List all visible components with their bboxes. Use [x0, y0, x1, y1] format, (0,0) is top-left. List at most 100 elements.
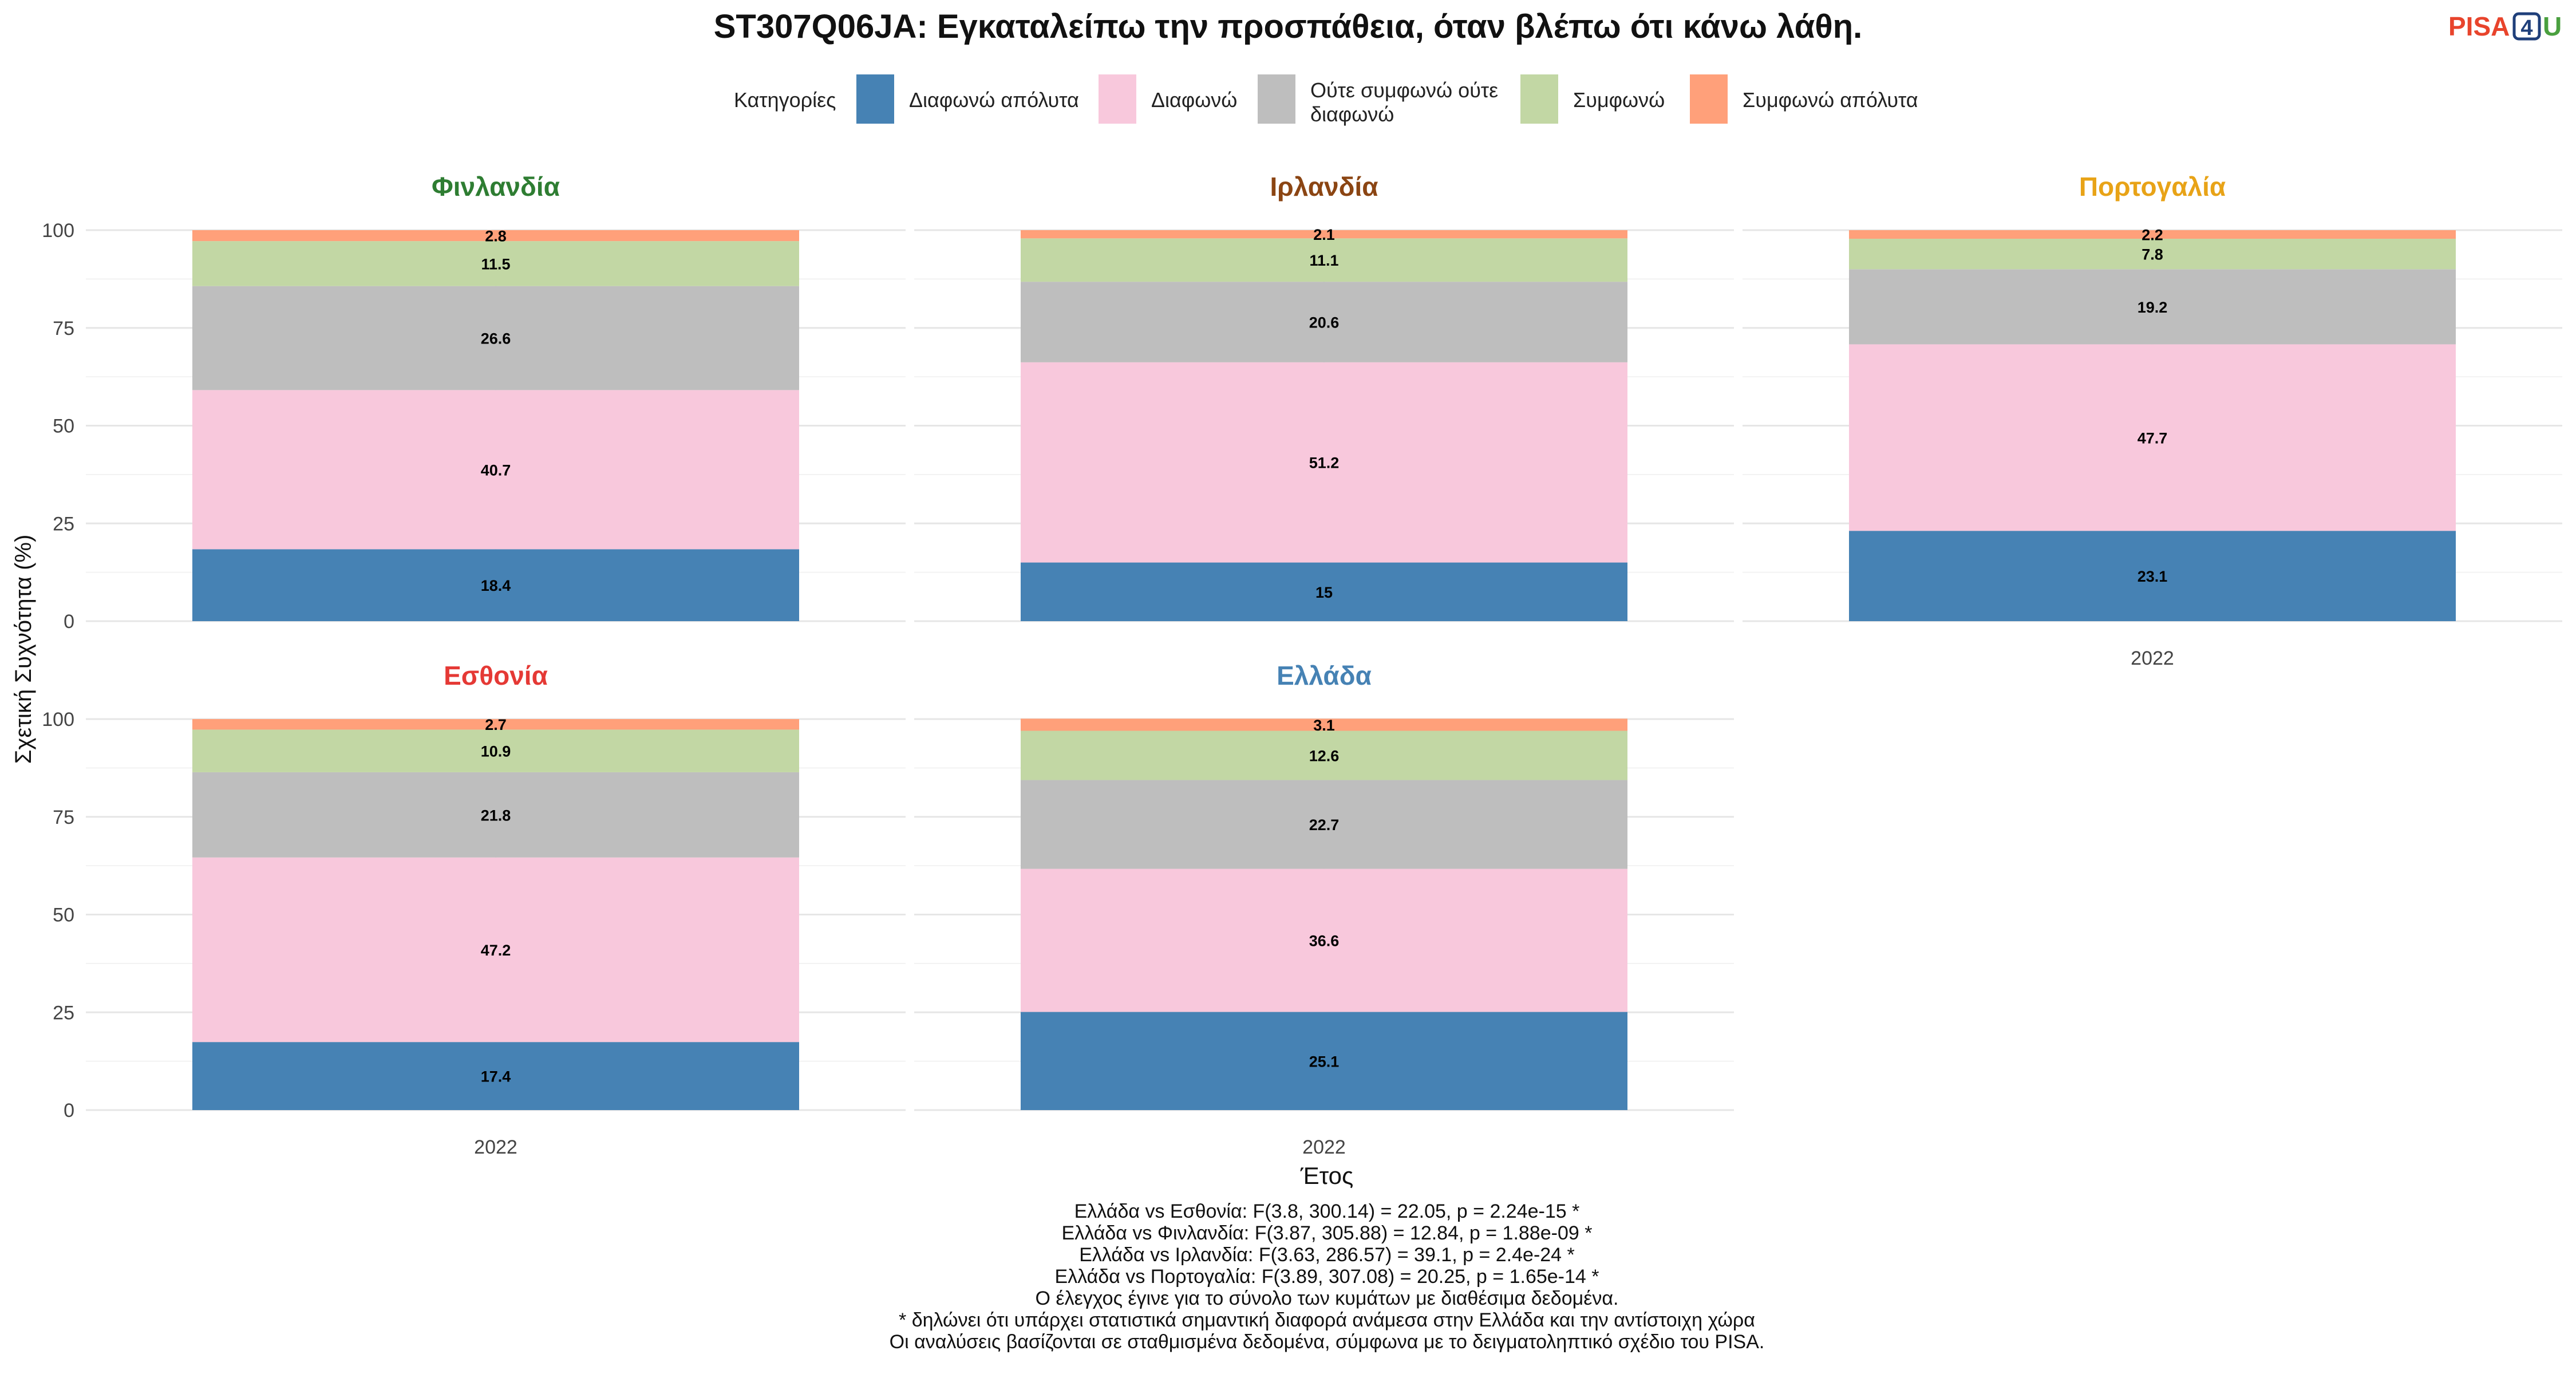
data-label: 3.1: [1313, 717, 1335, 734]
legend: Κατηγορίες Διαφωνώ απόλυτα Διαφωνώ Ούτε συμ…: [734, 74, 1918, 126]
legend-label: Συμφωνώ απόλυτα: [1743, 88, 1918, 112]
x-tick-label: 2022: [1302, 1136, 1346, 1158]
data-label: 2.1: [1313, 226, 1335, 243]
bar-segment: [192, 549, 799, 621]
bar-segment: [1021, 1012, 1627, 1110]
panel: Πορτογαλία 23.1 47.7 19.2 7.8 2.2 2022: [1743, 172, 2562, 669]
footnote-line: Ελλάδα vs Φινλανδία: F(3.87, 305.88) = 1…: [1062, 1222, 1593, 1244]
data-label: 22.7: [1309, 816, 1340, 834]
footnote-line: Ο έλεγχος έγινε για το σύνολο των κυμάτω…: [1036, 1288, 1619, 1309]
data-label: 17.4: [481, 1068, 511, 1085]
data-label: 47.7: [2138, 429, 2168, 447]
panel-title: Εσθονία: [444, 661, 548, 690]
logo-four-text: 4: [2520, 16, 2532, 40]
data-label: 40.7: [481, 461, 511, 479]
data-label: 2.2: [2142, 227, 2163, 244]
bar-segment: [1021, 562, 1627, 621]
footnote-line: Οι αναλύσεις βασίζονται σε σταθμισμένα δ…: [890, 1331, 1765, 1353]
y-tick-label: 75: [53, 318, 74, 339]
bar-segment: [1849, 269, 2456, 345]
bar-segment: [1021, 718, 1627, 731]
x-axis-title: Έτος: [1300, 1162, 1354, 1189]
legend-label-line: Ούτε συμφωνώ ούτε: [1310, 78, 1498, 102]
legend-swatch: [1099, 74, 1136, 124]
chart-title: ST307Q06JA: Εγκαταλείπω την προσπάθεια, …: [714, 8, 1863, 45]
bar-segment: [192, 230, 799, 242]
legend-label-line: διαφωνώ: [1310, 102, 1394, 126]
pisa4u-logo: PISA 4 U: [2448, 11, 2562, 41]
x-tick-label: 2022: [2131, 647, 2174, 669]
data-label: 18.4: [481, 577, 511, 594]
bar-segment: [1021, 238, 1627, 282]
bar-segment: [192, 241, 799, 286]
data-label: 12.6: [1309, 748, 1340, 765]
panel: Ιρλανδία 15 51.2 20.6 11.1 2.1: [914, 172, 1734, 622]
legend-swatch: [1690, 74, 1728, 124]
legend-label: Συμφωνώ: [1573, 88, 1665, 112]
bar-segment: [192, 857, 799, 1043]
data-label: 10.9: [481, 743, 511, 760]
panel: 0 25 50 75 100 Εσθονία 17.4 47.2 21.8 10.9 2.7 2022: [42, 661, 906, 1158]
bar-segment: [1021, 230, 1627, 239]
data-label: 26.6: [481, 330, 511, 348]
bar-segment: [1021, 780, 1627, 869]
y-axis-title: Σχετική Συχνότητα (%): [11, 535, 36, 764]
bar-segment: [192, 286, 799, 390]
bar-segment: [1021, 868, 1627, 1012]
bar-segment: [192, 390, 799, 550]
legend-label: Ούτε συμφωνώ ούτε διαφωνώ: [1310, 78, 1498, 126]
legend-swatch: [856, 74, 894, 124]
data-label: 21.8: [481, 807, 511, 824]
bar-segment: [1849, 230, 2456, 239]
logo-pisa-text: PISA: [2448, 11, 2510, 41]
data-label: 20.6: [1309, 314, 1340, 331]
bar-segment: [192, 1042, 799, 1110]
legend-label: Διαφωνώ απόλυτα: [909, 88, 1079, 112]
panel: Ελλάδα 25.1 36.6 22.7 12.6 3.1 2022: [914, 661, 1734, 1158]
data-label: 11.5: [481, 255, 510, 273]
legend-title: Κατηγορίες: [734, 88, 836, 112]
bar-segment: [1849, 344, 2456, 531]
footnote-line: Ελλάδα vs Ιρλανδία: F(3.63, 286.57) = 39…: [1079, 1244, 1575, 1266]
y-tick-label: 50: [53, 416, 74, 437]
y-tick-label: 25: [53, 1002, 74, 1024]
bar-segment: [1021, 362, 1627, 563]
footnote-line: Ελλάδα vs Εσθονία: F(3.8, 300.14) = 22.0…: [1074, 1201, 1580, 1222]
footnote-line: Ελλάδα vs Πορτογαλία: F(3.89, 307.08) = …: [1055, 1266, 1599, 1288]
y-tick-label: 0: [64, 1100, 74, 1122]
data-label: 47.2: [481, 942, 511, 959]
panels: 0 25 50 75 100 Φινλανδία 18.4 40.7 26.6 11.5 2.8 Ιρ…: [42, 172, 2562, 1158]
legend-label: Διαφωνώ: [1151, 88, 1237, 112]
data-label: 15: [1315, 584, 1333, 601]
legend-swatch: [1520, 74, 1558, 124]
y-tick-label: 0: [64, 611, 74, 633]
bar-segment: [1849, 239, 2456, 270]
panel-title: Ελλάδα: [1277, 661, 1372, 690]
data-label: 2.7: [485, 716, 507, 733]
logo-u-text: U: [2543, 11, 2562, 41]
bar-segment: [192, 772, 799, 858]
data-label: 25.1: [1309, 1053, 1340, 1070]
panel-title: Ιρλανδία: [1270, 172, 1378, 202]
data-label: 2.8: [485, 228, 507, 245]
y-tick-label: 100: [42, 709, 74, 731]
y-tick-label: 75: [53, 807, 74, 828]
footnotes: Ελλάδα vs Εσθονία: F(3.8, 300.14) = 22.0…: [890, 1201, 1765, 1353]
bar-segment: [1021, 731, 1627, 780]
y-tick-label: 50: [53, 905, 74, 926]
bar-segment: [192, 729, 799, 772]
footnote-line: * δηλώνει ότι υπάρχει στατιστικά σημαντι…: [899, 1309, 1755, 1331]
y-tick-label: 25: [53, 513, 74, 535]
data-label: 23.1: [2138, 568, 2168, 585]
data-label: 7.8: [2142, 246, 2163, 263]
panel: 0 25 50 75 100 Φινλανδία 18.4 40.7 26.6 11.5 2.8: [42, 172, 906, 633]
legend-swatch: [1258, 74, 1295, 124]
bar-segment: [1021, 282, 1627, 362]
bar-segment: [1849, 531, 2456, 621]
logo-four-box: [2512, 12, 2541, 41]
x-tick-label: 2022: [474, 1136, 517, 1158]
panel-title: Φινλανδία: [432, 172, 560, 202]
data-label: 36.6: [1309, 933, 1340, 950]
